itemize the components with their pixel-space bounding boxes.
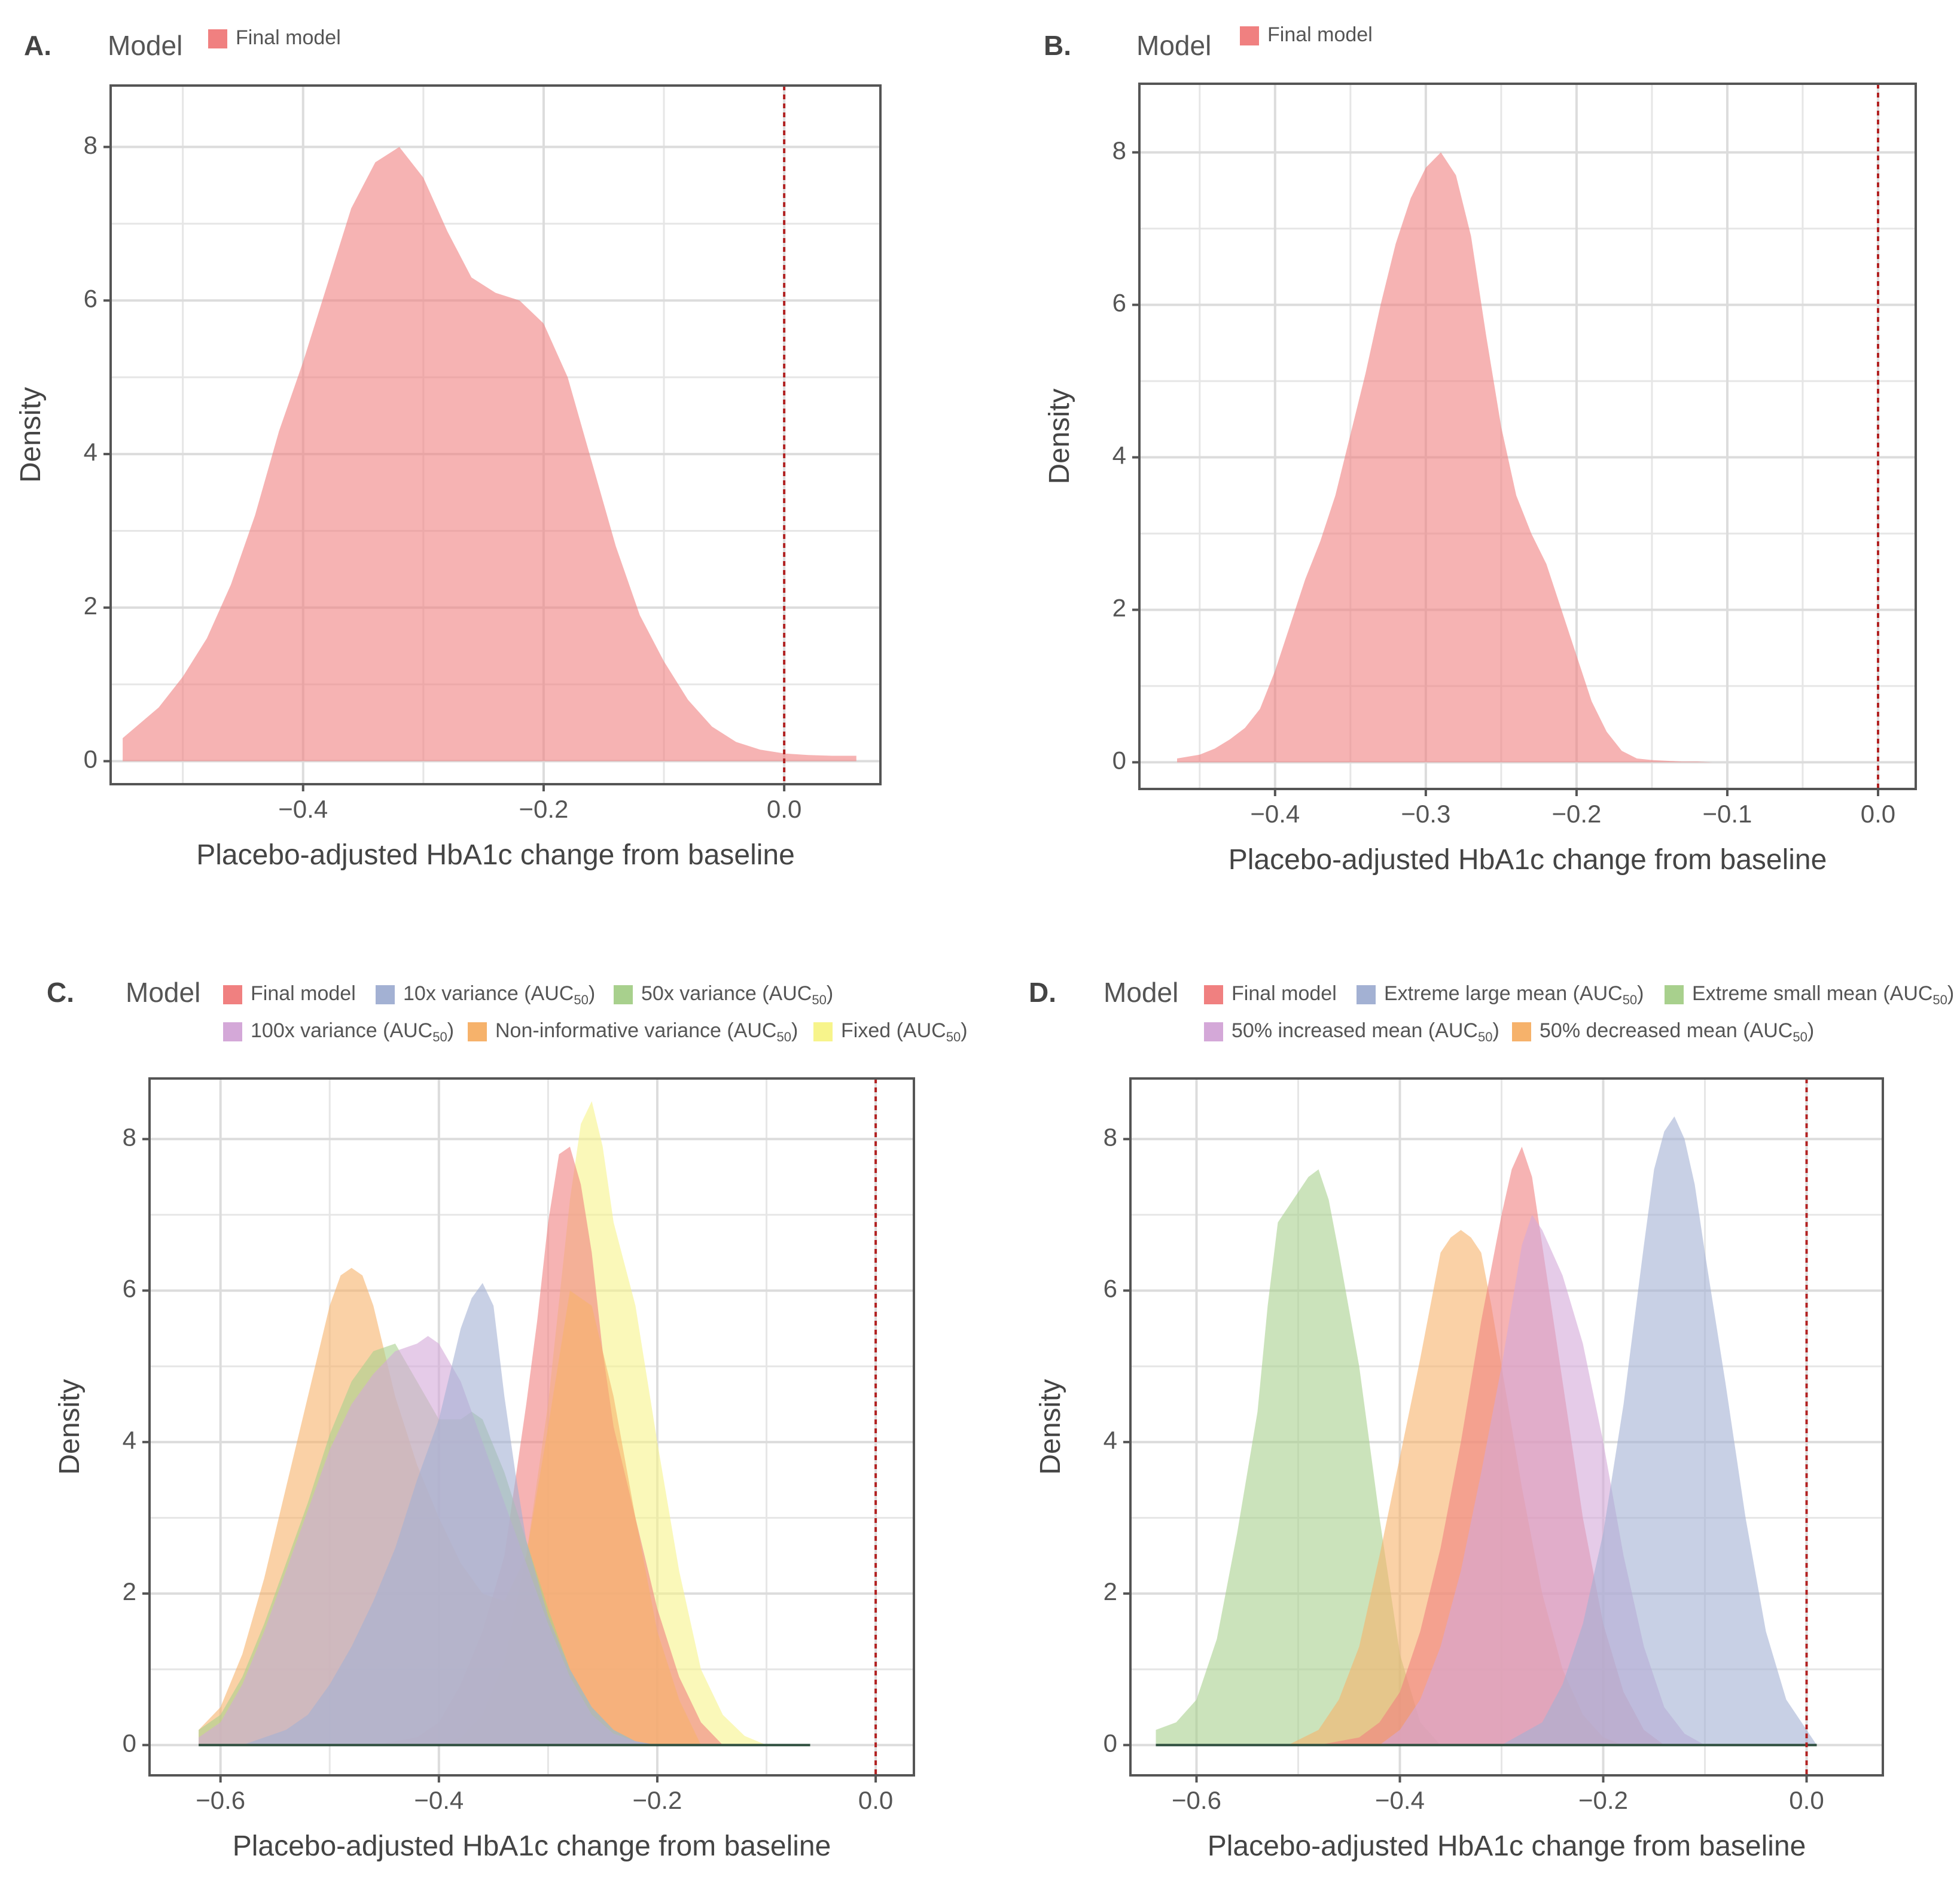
xtick-label-c-3: 0.0: [858, 1786, 893, 1814]
plot-border-a: [109, 84, 882, 785]
legend-swatch-d-2: [1665, 985, 1684, 1004]
xtick-label-d-3: 0.0: [1789, 1786, 1824, 1814]
legend-label-c-0: Final model: [251, 982, 356, 1005]
legend-swatch-d-3: [1204, 1022, 1223, 1041]
xtick-label-c-0: −0.6: [196, 1786, 245, 1814]
density-area-a-0: [123, 147, 856, 761]
ytick-label-a-4: 8: [84, 131, 97, 159]
chart-b-group: B. Model Final model 0 2 4 6 8 −0.4 −0.3 −0.2 −0.1 0…: [1044, 23, 1917, 876]
ytick-label-c-2: 4: [123, 1426, 136, 1454]
legend-label-d-3: 50% increased mean (AUC50): [1232, 1019, 1499, 1044]
ytick-label-b-4: 8: [1112, 136, 1126, 164]
legend-label-a-0: Final model: [236, 26, 341, 49]
xtick-label-d-2: −0.2: [1578, 1786, 1628, 1814]
legend-swatch-a-0: [208, 29, 227, 48]
chart-a-svg: A. Model Final model 0 2 4 6 8 −0.4 −0.2 0.0 Placeb…: [15, 26, 882, 871]
y-axis-title-c: Density: [54, 1379, 86, 1474]
legend-label-c-2: 50x variance (AUC50): [641, 982, 833, 1007]
legend-label-d-2: Extreme small mean (AUC50): [1692, 982, 1954, 1007]
legend-label-d-0: Final model: [1232, 982, 1337, 1005]
plot-border-d: [1129, 1077, 1884, 1777]
ytick-label-b-3: 6: [1112, 289, 1126, 317]
legend-swatch-c-0: [223, 985, 242, 1004]
xtick-label-d-0: −0.6: [1172, 1786, 1221, 1814]
legend-title-d: Model: [1104, 977, 1178, 1008]
legend-title-a: Model: [108, 30, 182, 61]
x-axis-title-b: Placebo-adjusted HbA1c change from basel…: [1229, 844, 1827, 876]
legend-label-c-1: 10x variance (AUC50): [403, 982, 595, 1007]
x-axis-title-c: Placebo-adjusted HbA1c change from basel…: [233, 1830, 831, 1862]
ytick-label-c-1: 2: [123, 1577, 136, 1605]
density-area-b-0: [1177, 152, 1727, 763]
xtick-label-c-1: −0.4: [414, 1786, 464, 1814]
x-axis-title-a: Placebo-adjusted HbA1c change from basel…: [196, 839, 795, 871]
plot-border-c: [148, 1077, 915, 1777]
legend-label-d-4: 50% decreased mean (AUC50): [1540, 1019, 1814, 1044]
xtick-label-b-1: −0.3: [1401, 800, 1450, 828]
ytick-label-c-3: 6: [123, 1275, 136, 1303]
ytick-label-a-3: 6: [84, 284, 97, 312]
chart-b-svg: B. Model Final model 0 2 4 6 8 −0.4 −0.3 −0.2 −0.1 0…: [1044, 23, 1917, 876]
legend-label-c-3: 100x variance (AUC50): [251, 1019, 454, 1044]
xtick-label-d-1: −0.4: [1375, 1786, 1425, 1814]
panel-label-d: D.: [1029, 977, 1056, 1008]
ytick-label-a-0: 0: [84, 745, 97, 773]
panel-b: B. Model Final model 0 2 4 6 8 −0.4 −0.3 −0.2 −0.1 0…: [980, 0, 1959, 943]
legend-swatch-d-0: [1204, 985, 1223, 1004]
legend-swatch-d-1: [1357, 985, 1376, 1004]
y-axis-title-b: Density: [1044, 388, 1075, 484]
legend-label-c-5: Fixed (AUC50): [841, 1019, 968, 1044]
panel-label-a: A.: [24, 30, 51, 61]
x-axis-title-d: Placebo-adjusted HbA1c change from basel…: [1208, 1830, 1806, 1862]
ytick-label-a-2: 4: [84, 438, 97, 466]
plot-border-b: [1138, 83, 1917, 790]
chart-d-svg: D. Model Final model Extreme large mean (AU…: [1029, 977, 1954, 1862]
panel-a: A. Model Final model 0 2 4 6 8 −0.4 −0.2 0.0 Placeb…: [0, 0, 980, 943]
ytick-label-b-1: 2: [1112, 594, 1126, 622]
density-area-d-4: [1501, 1116, 1817, 1745]
legend-title-b: Model: [1136, 30, 1211, 61]
xtick-label-b-3: −0.1: [1702, 800, 1752, 828]
y-axis-title-a: Density: [15, 387, 47, 483]
xtick-label-a-2: 0.0: [767, 795, 801, 823]
legend-swatch-b-0: [1240, 26, 1259, 45]
ytick-label-c-4: 8: [123, 1123, 136, 1151]
ytick-label-d-1: 2: [1104, 1577, 1117, 1605]
ytick-label-b-0: 0: [1112, 746, 1126, 774]
xtick-label-b-0: −0.4: [1250, 800, 1300, 828]
legend-label-c-4: Non-informative variance (AUC50): [495, 1019, 798, 1044]
ytick-label-c-0: 0: [123, 1729, 136, 1757]
chart-d-group: D. Model Final model Extreme large mean (AU…: [1029, 977, 1954, 1862]
ytick-label-d-2: 4: [1104, 1426, 1117, 1454]
ytick-label-d-4: 8: [1104, 1123, 1117, 1151]
chart-a-group: A. Model Final model 0 2 4 6 8 −0.4 −0.2 0.0 Placeb…: [15, 26, 882, 871]
ytick-label-b-2: 4: [1112, 441, 1126, 470]
legend-swatch-c-2: [614, 985, 633, 1004]
y-axis-title-d: Density: [1035, 1379, 1066, 1474]
legend-swatch-c-4: [468, 1022, 487, 1041]
xtick-label-a-1: −0.2: [519, 795, 568, 823]
legend-swatch-d-4: [1512, 1022, 1531, 1041]
panel-d: D. Model Final model Extreme large mean (AU…: [980, 943, 1959, 1885]
legend-label-b-0: Final model: [1267, 23, 1373, 46]
ytick-label-a-1: 2: [84, 592, 97, 620]
chart-c-group: C. Model Final model 10x variance (AUC50) 50…: [47, 977, 968, 1862]
legend-swatch-c-1: [376, 985, 395, 1004]
panel-c: C. Model Final model 10x variance (AUC50) 50…: [0, 943, 980, 1885]
density-area-c-5: [242, 1282, 657, 1745]
xtick-label-c-2: −0.2: [632, 1786, 682, 1814]
xtick-label-b-2: −0.2: [1551, 800, 1601, 828]
chart-c-svg: C. Model Final model 10x variance (AUC50) 50…: [47, 977, 968, 1862]
panel-label-b: B.: [1044, 30, 1071, 61]
xtick-label-a-0: −0.4: [278, 795, 328, 823]
xtick-label-b-4: 0.0: [1861, 800, 1895, 828]
legend-swatch-c-3: [223, 1022, 242, 1041]
legend-swatch-c-5: [813, 1022, 833, 1041]
legend-title-c: Model: [126, 977, 200, 1008]
panel-label-c: C.: [47, 977, 74, 1008]
legend-label-d-1: Extreme large mean (AUC50): [1384, 982, 1644, 1007]
ytick-label-d-3: 6: [1104, 1275, 1117, 1303]
ytick-label-d-0: 0: [1104, 1729, 1117, 1757]
